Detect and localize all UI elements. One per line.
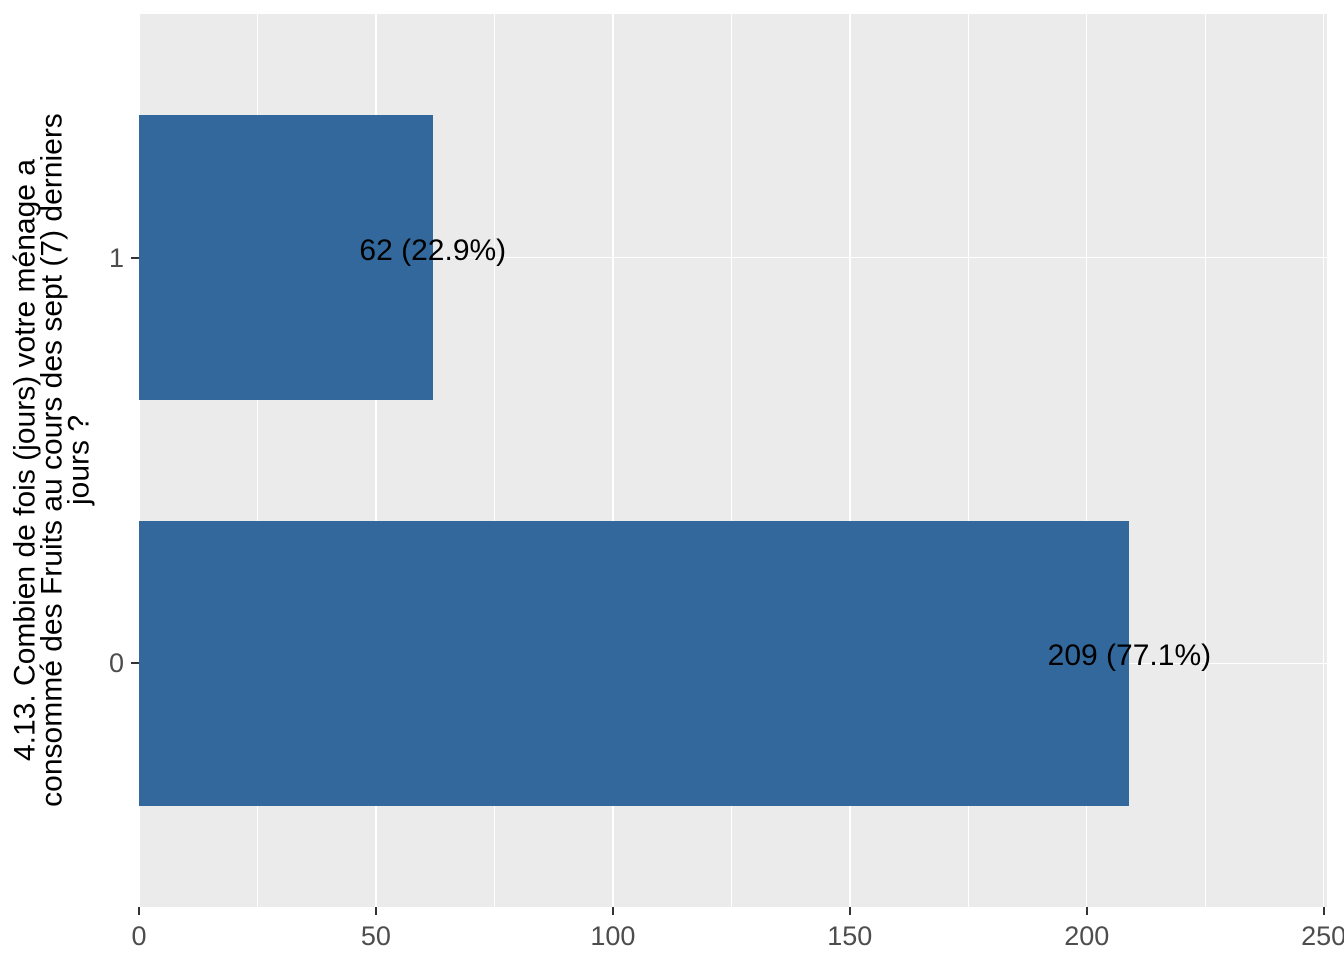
minor-gridline-vertical [967,14,969,907]
major-gridline-vertical [138,14,140,907]
x-tick-label: 100 [590,921,636,951]
bar-category-1 [139,115,433,400]
x-tick-mark [848,907,851,915]
minor-gridline-vertical [257,14,258,907]
minor-gridline-vertical [494,14,495,907]
x-tick-label: 250 [1301,921,1344,951]
bar-value-label: 209 (77.1%) [1047,639,1212,673]
y-axis-title: 4.13. Combien de fois (jours) votre ména… [8,113,96,807]
x-tick-mark [138,907,140,915]
major-gridline-horizontal [139,256,1327,259]
major-gridline-vertical [1085,14,1088,907]
minor-gridline-vertical [1204,14,1206,907]
x-tick-label: 50 [360,921,391,951]
x-tick-label: 150 [827,921,873,951]
major-gridline-vertical [612,14,614,907]
major-gridline-vertical [375,14,377,907]
major-gridline-vertical [1322,14,1325,907]
minor-gridline-vertical [730,14,732,907]
x-tick-mark [611,907,614,915]
x-tick-mark [1085,907,1088,915]
bar-category-0 [139,521,1130,806]
y-tick-label: 0 [108,648,124,679]
bar-value-label: 62 (22.9%) [359,233,507,267]
x-tick-label: 200 [1064,921,1110,951]
x-tick-mark [1322,907,1325,915]
x-tick-label: 0 [131,921,147,951]
y-tick-mark [131,662,139,665]
y-tick-label: 1 [108,242,124,273]
y-tick-mark [131,256,139,259]
x-tick-mark [374,907,377,915]
major-gridline-vertical [849,14,851,907]
